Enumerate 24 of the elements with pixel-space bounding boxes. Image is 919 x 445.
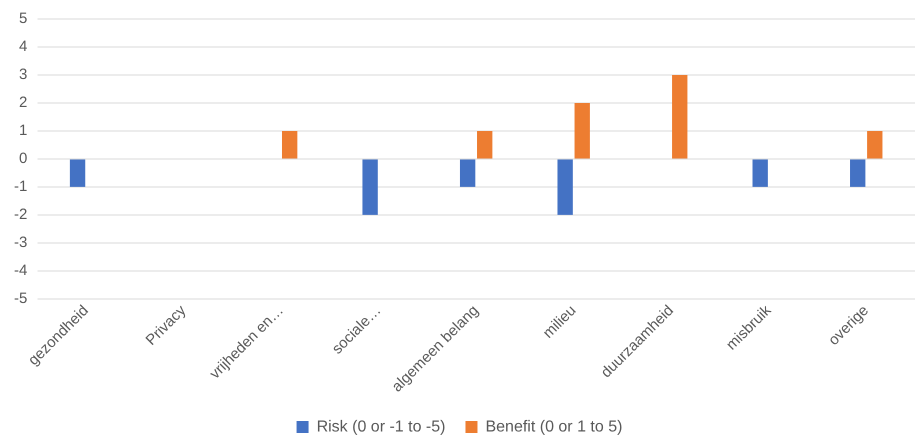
bar (672, 74, 688, 158)
bar (850, 159, 866, 187)
bar (752, 159, 768, 187)
bar (362, 159, 378, 215)
y-tick-label: -5 (14, 290, 28, 308)
y-tick-label: 3 (18, 66, 28, 84)
bar (557, 159, 573, 215)
y-tick-label: -2 (14, 206, 28, 224)
y-tick-label: 4 (18, 38, 28, 56)
bar (867, 130, 882, 158)
bar (477, 130, 492, 158)
bar (460, 159, 476, 187)
bar (574, 102, 590, 158)
y-tick-label: 5 (18, 10, 28, 28)
bar (70, 159, 86, 187)
y-tick-label: 1 (18, 122, 28, 140)
y-tick-label: 2 (18, 94, 28, 112)
legend-label: Benefit (0 or 1 to 5) (485, 418, 622, 436)
y-tick-label: -4 (14, 262, 28, 280)
y-tick-label: -1 (14, 178, 28, 196)
legend-label: Risk (0 or -1 to -5) (316, 418, 446, 436)
y-tick-label: -3 (14, 234, 28, 252)
bar (282, 130, 298, 158)
y-tick-label: 0 (18, 150, 28, 168)
